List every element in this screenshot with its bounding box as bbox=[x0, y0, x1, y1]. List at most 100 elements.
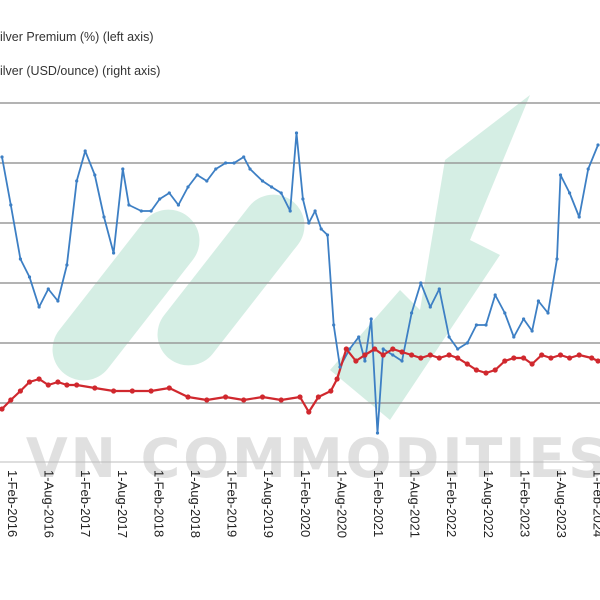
data-point-premium bbox=[428, 305, 432, 309]
data-point-premium bbox=[149, 209, 153, 213]
data-point-price bbox=[380, 352, 386, 358]
data-point-premium bbox=[456, 347, 460, 351]
data-point-price bbox=[92, 385, 98, 391]
data-point-premium bbox=[530, 329, 534, 333]
x-tick-label: 1-Feb-2018 bbox=[151, 470, 166, 537]
data-point-premium bbox=[410, 311, 414, 315]
x-tick-label: 1-Aug-2022 bbox=[481, 470, 496, 538]
data-point-price bbox=[567, 355, 573, 361]
data-point-premium bbox=[332, 323, 336, 327]
data-point-price bbox=[306, 409, 312, 415]
watermark-arrow bbox=[52, 95, 530, 420]
x-tick-label: 1-Aug-2017 bbox=[115, 470, 130, 538]
data-point-premium bbox=[568, 191, 572, 195]
data-point-premium bbox=[400, 359, 404, 363]
data-point-price bbox=[576, 352, 582, 358]
data-point-premium bbox=[83, 149, 87, 153]
data-point-premium bbox=[512, 335, 516, 339]
x-tick-label: 1-Feb-2023 bbox=[517, 470, 532, 537]
data-point-price bbox=[64, 382, 70, 388]
data-point-price bbox=[111, 388, 117, 394]
legend-entry-price: ilver (USD/ounce) (right axis) bbox=[0, 64, 160, 78]
x-tick-labels: 1-Feb-2016 1-Aug-2016 1-Feb-2017 1-Aug-2017… bbox=[5, 470, 600, 538]
x-tick-label: 1-Feb-2017 bbox=[78, 470, 93, 537]
data-point-premium bbox=[127, 203, 131, 207]
data-point-price bbox=[278, 397, 284, 403]
data-point-price bbox=[343, 346, 349, 352]
data-point-premium bbox=[474, 323, 478, 327]
data-point-premium bbox=[522, 317, 526, 321]
data-point-premium bbox=[546, 311, 550, 315]
data-point-price bbox=[17, 388, 23, 394]
data-point-premium bbox=[577, 215, 581, 219]
data-point-premium bbox=[465, 341, 469, 345]
x-tick-label: 1-Feb-2022 bbox=[444, 470, 459, 537]
data-point-price bbox=[241, 397, 247, 403]
data-point-price bbox=[55, 379, 61, 385]
data-point-price bbox=[36, 376, 42, 382]
grid-lines bbox=[0, 102, 600, 404]
data-point-price bbox=[548, 355, 554, 361]
x-tick-label: 1-Aug-2020 bbox=[334, 470, 349, 538]
data-point-premium bbox=[102, 215, 106, 219]
data-point-price bbox=[427, 352, 433, 358]
data-point-price bbox=[492, 367, 498, 373]
data-point-price bbox=[362, 352, 368, 358]
data-point-price bbox=[511, 355, 517, 361]
x-tick-label: 1-Aug-2019 bbox=[261, 470, 276, 538]
data-point-price bbox=[418, 355, 424, 361]
data-point-premium bbox=[348, 347, 352, 351]
data-point-price bbox=[297, 394, 303, 400]
x-tick-label: 1-Aug-2023 bbox=[554, 470, 569, 538]
data-point-premium bbox=[447, 335, 451, 339]
data-point-premium bbox=[214, 167, 218, 171]
data-point-premium bbox=[536, 299, 541, 303]
data-point-premium bbox=[232, 161, 236, 165]
data-point-price bbox=[148, 388, 154, 394]
data-point-price bbox=[502, 358, 508, 364]
data-point-premium bbox=[375, 431, 380, 435]
data-point-price bbox=[539, 352, 545, 358]
data-point-premium bbox=[301, 197, 305, 201]
data-point-premium bbox=[176, 203, 180, 207]
x-tick-label: 1-Feb-2016 bbox=[5, 470, 20, 537]
data-point-premium bbox=[558, 173, 563, 177]
data-point-price bbox=[223, 394, 229, 400]
x-tick-label: 1-Feb-2019 bbox=[225, 470, 240, 537]
data-point-premium bbox=[363, 359, 367, 363]
data-point-price bbox=[353, 358, 359, 364]
data-point-premium bbox=[242, 155, 246, 159]
data-point-premium bbox=[248, 167, 252, 171]
data-point-price bbox=[259, 394, 266, 400]
x-tick-label: 1-Feb-2021 bbox=[371, 470, 386, 537]
data-point-premium bbox=[46, 287, 50, 291]
x-tick-label: 1-Aug-2016 bbox=[42, 470, 57, 538]
data-point-price bbox=[315, 394, 321, 400]
x-tick-label: 1-Feb-2020 bbox=[298, 470, 313, 537]
data-point-price bbox=[446, 352, 452, 358]
data-point-premium bbox=[9, 203, 13, 207]
data-point-premium bbox=[357, 335, 361, 339]
data-point-premium bbox=[503, 311, 507, 315]
data-point-price bbox=[372, 346, 378, 352]
data-point-premium bbox=[484, 323, 488, 327]
data-point-premium bbox=[167, 191, 171, 195]
data-point-premium bbox=[391, 353, 395, 357]
data-point-price bbox=[74, 382, 80, 388]
data-point-premium bbox=[493, 293, 497, 297]
data-point-premium bbox=[555, 257, 559, 261]
data-point-premium bbox=[195, 173, 199, 177]
data-point-premium bbox=[260, 179, 265, 183]
data-point-premium bbox=[319, 227, 323, 231]
data-point-premium bbox=[56, 299, 60, 303]
data-point-price bbox=[595, 358, 600, 364]
data-point-premium bbox=[294, 131, 299, 135]
data-point-price bbox=[483, 370, 489, 376]
legend: ilver Premium (%) (left axis) ilver (USD… bbox=[0, 30, 160, 78]
data-point-premium bbox=[419, 281, 423, 285]
data-point-price bbox=[455, 355, 461, 361]
data-point-price bbox=[166, 385, 172, 391]
data-point-premium bbox=[139, 209, 143, 213]
data-point-premium bbox=[18, 257, 22, 261]
